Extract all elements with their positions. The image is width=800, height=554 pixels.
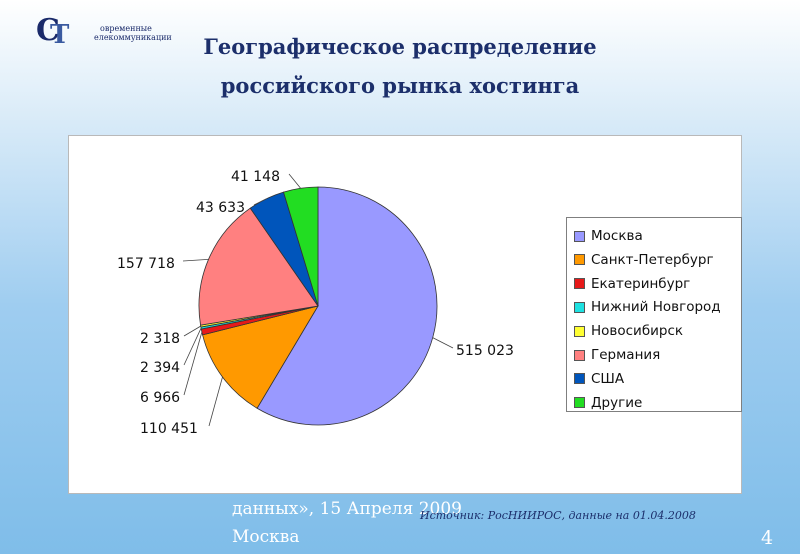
legend-swatch bbox=[574, 373, 585, 385]
data-label-4: 2 318 bbox=[140, 331, 180, 347]
logo-line2: елекоммуникации bbox=[94, 33, 172, 42]
data-label-6: 43 633 bbox=[196, 200, 245, 216]
pie-slice-5 bbox=[198, 207, 319, 326]
logo-mark: С Т bbox=[36, 13, 70, 50]
legend-label: Другие bbox=[591, 394, 643, 411]
legend-label: Москва bbox=[591, 228, 643, 244]
leader-line-6 bbox=[253, 198, 267, 206]
leader-line-7 bbox=[288, 173, 301, 189]
legend-label: Германия bbox=[591, 347, 661, 363]
leader-line-2 bbox=[183, 331, 203, 396]
legend-swatch bbox=[574, 278, 585, 290]
legend-label: США bbox=[591, 370, 625, 387]
legend-item: Новосибирск bbox=[574, 321, 683, 341]
leader-line-1 bbox=[208, 376, 223, 427]
legend-swatch bbox=[574, 301, 585, 313]
legend-item: Москва bbox=[574, 226, 643, 246]
legend-swatch bbox=[574, 349, 585, 361]
page-number: 4 bbox=[761, 527, 774, 549]
legend-swatch bbox=[574, 325, 585, 337]
page-title-line2: российского рынка хостинга bbox=[220, 73, 580, 98]
legend-item: США bbox=[574, 369, 624, 389]
leader-line-5 bbox=[182, 259, 209, 262]
legend-label: Санкт-Петербург bbox=[591, 251, 714, 268]
legend-label: Екатеринбург bbox=[591, 275, 691, 292]
pie-chart: 515 023 110 451 6 966 2 394 2 318 157 718 43 6… bbox=[117, 169, 514, 437]
chart-area: 515 023 110 451 6 966 2 394 2 318 157 718 43 6… bbox=[68, 135, 742, 494]
legend-item: Екатеринбург bbox=[574, 274, 690, 294]
logo: С Т овременные елекоммуникации bbox=[36, 10, 172, 50]
pie-slice-0 bbox=[256, 186, 438, 426]
leader-line-3 bbox=[183, 327, 202, 366]
legend-item: Нижний Новгород bbox=[574, 297, 721, 317]
logo-letter-c: С bbox=[36, 13, 60, 46]
legend-label: Нижний Новгород bbox=[591, 299, 721, 316]
data-label-0: 515 023 bbox=[456, 343, 514, 359]
pie-slice-1 bbox=[202, 305, 319, 409]
footer-line2: Москва bbox=[232, 527, 300, 547]
leader-line-0 bbox=[432, 337, 454, 349]
page-title-line1: Географическое распределение bbox=[203, 34, 597, 59]
footer-line1: данных», 15 Апреля 2009 bbox=[232, 499, 462, 519]
data-label-7: 41 148 bbox=[231, 169, 280, 185]
logo-line1: овременные bbox=[100, 24, 152, 33]
legend-swatch bbox=[574, 254, 585, 266]
chart-legend: Москва Санкт-Петербург Екатеринбург Нижний … bbox=[566, 217, 742, 412]
data-label-3: 2 394 bbox=[140, 360, 180, 376]
legend-label: Новосибирск bbox=[591, 323, 684, 340]
footer-event: данных», 15 Апреля 2009 Москва bbox=[232, 495, 462, 551]
legend-item: Санкт-Петербург bbox=[574, 250, 714, 270]
source-note: Источник: РосНИИРОС, данные на 01.04.200… bbox=[420, 509, 696, 522]
legend-swatch bbox=[574, 397, 585, 409]
legend-swatch bbox=[574, 230, 585, 242]
legend-item: Германия bbox=[574, 345, 660, 365]
legend-item: Другие bbox=[574, 393, 642, 413]
logo-letter-t: Т bbox=[50, 20, 70, 46]
data-label-1: 110 451 bbox=[140, 421, 198, 437]
data-label-2: 6 966 bbox=[140, 390, 180, 406]
data-label-5: 157 718 bbox=[117, 256, 175, 272]
leader-line-4 bbox=[183, 325, 201, 337]
